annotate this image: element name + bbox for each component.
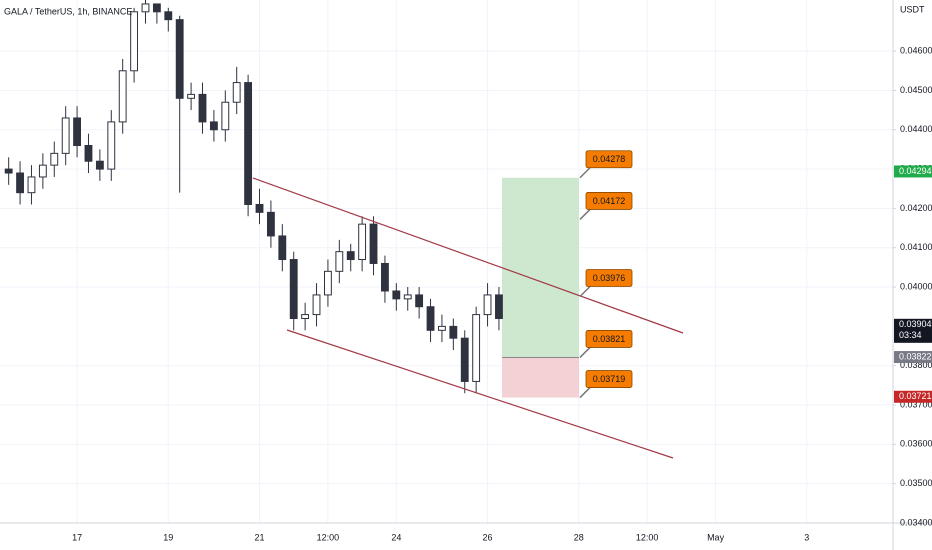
candle-body bbox=[95, 160, 104, 170]
callout-box bbox=[585, 330, 633, 348]
price-badge-label: 0.03721 bbox=[899, 391, 932, 401]
grid bbox=[0, 0, 893, 524]
candle-body bbox=[27, 176, 36, 194]
callout-box bbox=[585, 192, 633, 210]
candle-body bbox=[346, 251, 355, 261]
y-tick-label: 0.04600 bbox=[900, 45, 932, 55]
x-tick-label: 12:00 bbox=[636, 532, 659, 542]
candle-body bbox=[301, 314, 310, 320]
candle-body bbox=[38, 164, 47, 178]
candle-body bbox=[426, 306, 435, 331]
candle-body bbox=[323, 270, 332, 296]
candle-body bbox=[164, 11, 173, 21]
candle-body bbox=[358, 223, 367, 261]
callout-label: 0.04172 bbox=[593, 196, 626, 206]
candle-body bbox=[244, 82, 253, 205]
candle-body bbox=[369, 223, 378, 264]
candle-body bbox=[4, 168, 13, 174]
candle-body bbox=[50, 152, 59, 166]
x-tick-label: 3 bbox=[804, 532, 809, 542]
countdown-label: 03:34 bbox=[899, 330, 922, 340]
price-badge bbox=[894, 351, 932, 364]
x-tick-label: 21 bbox=[255, 532, 265, 542]
price-badge-label: 0.03822 bbox=[899, 351, 932, 361]
candle-body bbox=[266, 211, 275, 237]
candle-body bbox=[187, 93, 196, 99]
y-tick-label: 0.04400 bbox=[900, 124, 932, 134]
x-tick-label: 28 bbox=[574, 532, 584, 542]
candle-body bbox=[16, 172, 24, 194]
candle-body bbox=[255, 203, 264, 213]
x-tick-label: 26 bbox=[483, 532, 493, 542]
chart-title: GALA / TetherUS, 1h, BINANCE bbox=[4, 6, 132, 16]
trendline-lower bbox=[286, 329, 674, 459]
candle-body bbox=[198, 93, 207, 123]
candle-body bbox=[221, 101, 230, 131]
x-tick-label: 17 bbox=[72, 532, 82, 542]
y-tick-label: 0.03500 bbox=[900, 478, 932, 488]
candle-body bbox=[141, 3, 150, 13]
profit-zone bbox=[502, 177, 579, 358]
y-tick-label: 0.03700 bbox=[900, 399, 932, 409]
y-tick-label: 0.04500 bbox=[900, 85, 932, 95]
x-tick-label: 12:00 bbox=[317, 532, 340, 542]
y-tick-label: 0.03400 bbox=[900, 517, 932, 527]
candle-body bbox=[381, 262, 389, 292]
candle-body bbox=[107, 121, 116, 170]
callout-box bbox=[585, 269, 633, 287]
candle-body bbox=[449, 325, 458, 339]
candle-body bbox=[232, 82, 241, 103]
loss-zone bbox=[502, 357, 579, 398]
candle-body bbox=[130, 11, 139, 72]
candle-body bbox=[415, 294, 424, 308]
plot bbox=[4, 0, 579, 398]
callout-label: 0.03719 bbox=[593, 374, 626, 384]
trendline-upper bbox=[252, 177, 684, 334]
candle-body bbox=[61, 117, 70, 154]
candle-body bbox=[73, 117, 81, 146]
y-tick-label: 0.03800 bbox=[900, 360, 932, 370]
price-badge bbox=[894, 390, 932, 403]
callout-box bbox=[585, 150, 633, 169]
y-tick-label: 0.04200 bbox=[900, 203, 932, 213]
price-badge-label: 0.04294 bbox=[899, 166, 932, 176]
candle-body bbox=[209, 121, 218, 131]
price-badge bbox=[894, 318, 932, 343]
candle-body bbox=[392, 290, 401, 300]
y-tick-label: 0.03600 bbox=[900, 439, 932, 449]
x-tick-label: 19 bbox=[163, 532, 173, 542]
candle-body bbox=[152, 3, 161, 13]
axis-unit: USDT bbox=[900, 4, 925, 14]
candle-body bbox=[472, 314, 481, 382]
callout-box bbox=[585, 370, 633, 388]
price-badge-label: 0.03904 bbox=[899, 319, 932, 329]
candle-body bbox=[403, 294, 412, 300]
y-tick-label: 0.04100 bbox=[900, 242, 932, 252]
callout-label: 0.03976 bbox=[593, 273, 626, 283]
candle-body bbox=[495, 294, 503, 320]
candle-body bbox=[483, 294, 492, 316]
candle-body bbox=[84, 144, 93, 162]
candle-body bbox=[438, 325, 446, 331]
candle-body bbox=[335, 251, 344, 272]
price-badge bbox=[894, 165, 932, 178]
candle-body bbox=[175, 19, 184, 99]
candle-body bbox=[312, 294, 321, 316]
x-tick-label: May bbox=[707, 532, 725, 542]
callout-label: 0.03821 bbox=[593, 334, 626, 344]
candle-body bbox=[278, 235, 287, 261]
x-tick-label: 24 bbox=[391, 532, 401, 542]
y-tick-label: 0.04000 bbox=[900, 281, 932, 291]
candle-body bbox=[460, 337, 469, 382]
candle-body bbox=[289, 259, 298, 320]
candle-body bbox=[118, 70, 127, 123]
callout-label: 0.04278 bbox=[593, 154, 626, 164]
